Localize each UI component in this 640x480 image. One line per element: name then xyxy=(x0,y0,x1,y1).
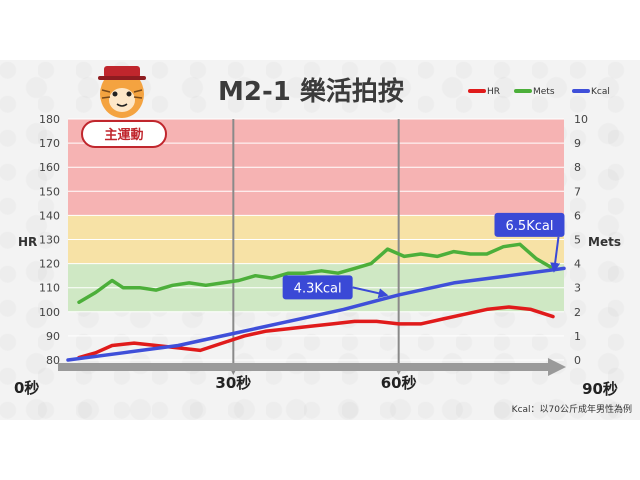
left-axis-label: HR xyxy=(18,235,37,249)
right-tick-label: 3 xyxy=(574,282,581,295)
right-tick-label: 5 xyxy=(574,234,581,247)
right-tick-label: 10 xyxy=(574,113,588,126)
series-line-hr xyxy=(77,305,555,360)
right-axis-label: Mets xyxy=(588,235,621,249)
legend: HR Mets Kcal xyxy=(468,87,610,97)
left-tick-label: 140 xyxy=(39,209,60,222)
legend-item-mets: Mets xyxy=(533,87,555,97)
chart-title: M2-1 樂活拍按 xyxy=(218,76,404,107)
right-tick-label: 7 xyxy=(574,185,581,198)
legend-item-kcal: Kcal xyxy=(591,87,610,97)
timeline-arrow-head xyxy=(548,358,566,376)
left-tick-label: 100 xyxy=(39,306,60,319)
time-label: 90秒 xyxy=(582,380,618,398)
chart: 80 90 100 110 120 130 140 150 160 170 180 0 1 2 3 4 5 6 7… xyxy=(14,66,632,415)
callout-layer: 4.3Kcal 6.5Kcal xyxy=(282,212,565,300)
legend-item-hr: HR xyxy=(487,87,500,97)
right-tick-label: 0 xyxy=(574,354,581,367)
time-label: 30秒 xyxy=(215,374,251,392)
series-line-kcal xyxy=(66,266,566,362)
left-tick-label: 80 xyxy=(46,354,60,367)
callout-label: 6.5Kcal xyxy=(506,219,554,234)
left-axis-ticks: 80 90 100 110 120 130 140 150 160 170 180 xyxy=(39,113,60,367)
callout-pointer xyxy=(352,286,389,299)
footnote: Kcal：以70公斤成年男性為例 xyxy=(512,403,632,415)
callout-label: 4.3Kcal xyxy=(294,281,342,296)
callout-pointer xyxy=(550,236,561,273)
right-tick-label: 9 xyxy=(574,137,581,150)
right-tick-label: 6 xyxy=(574,209,581,222)
badge-label: 主運動 xyxy=(104,127,143,143)
left-tick-label: 90 xyxy=(46,330,60,343)
left-tick-label: 120 xyxy=(39,258,60,271)
left-tick-label: 130 xyxy=(39,234,60,247)
time-markers xyxy=(228,119,404,375)
left-tick-label: 160 xyxy=(39,161,60,174)
right-tick-label: 1 xyxy=(574,330,581,343)
tiger-mascot-icon xyxy=(98,66,146,118)
left-tick-label: 180 xyxy=(39,113,60,126)
left-tick-label: 170 xyxy=(39,137,60,150)
right-tick-label: 8 xyxy=(574,161,581,174)
callout-box xyxy=(494,212,565,237)
right-tick-label: 2 xyxy=(574,306,581,319)
time-label: 0秒 xyxy=(14,379,39,397)
callout-box xyxy=(282,275,353,300)
badge: 主運動 xyxy=(81,120,167,148)
left-tick-label: 110 xyxy=(39,282,60,295)
timeline-bar xyxy=(58,363,548,371)
right-tick-label: 4 xyxy=(574,258,581,271)
right-axis-ticks: 0 1 2 3 4 5 6 7 8 9 10 xyxy=(574,113,588,367)
series-line-mets xyxy=(77,242,555,304)
time-label: 60秒 xyxy=(381,374,417,392)
slide-background: 80 90 100 110 120 130 140 150 160 170 180 0 1 2 3 4 5 6 7… xyxy=(0,60,640,420)
timeline: 0秒 30秒 60秒 90秒 xyxy=(14,358,618,398)
series-layer xyxy=(66,242,566,362)
left-tick-label: 150 xyxy=(39,185,60,198)
